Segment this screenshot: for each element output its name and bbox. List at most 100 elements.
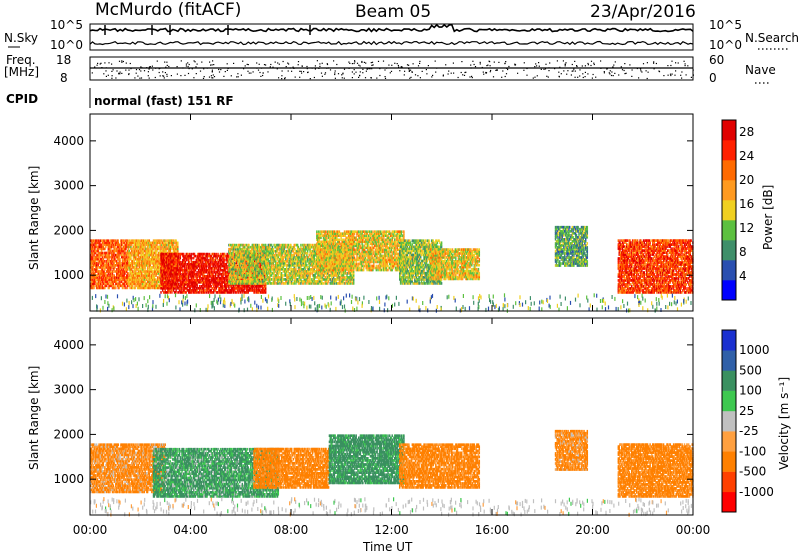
heatmap-cell <box>112 251 115 255</box>
heatmap-cell <box>151 282 153 286</box>
heatmap-cell <box>194 291 197 294</box>
heatmap-cell <box>214 283 216 286</box>
heatmap-cell <box>198 287 201 290</box>
heatmap-cell <box>122 239 125 243</box>
heatmap-cell <box>244 260 247 264</box>
heatmap-cell <box>134 243 136 247</box>
nave-dot <box>675 70 677 72</box>
heatmap-cell <box>128 239 130 243</box>
nave-dot <box>300 70 302 72</box>
heatmap-cell <box>154 255 156 259</box>
heatmap-cell <box>257 276 259 279</box>
nsearch-scale-top: 10^5 <box>709 18 742 32</box>
nave-dot <box>297 64 299 66</box>
heatmap-cell <box>138 278 141 282</box>
nave-dot <box>483 73 485 75</box>
heatmap-cell <box>121 257 124 261</box>
heatmap-cell <box>165 281 167 284</box>
heatmap-cell <box>171 260 173 264</box>
heatmap-cell <box>159 255 161 259</box>
heatmap-cell <box>170 287 172 290</box>
heatmap-cell <box>162 277 165 280</box>
nave-dot <box>582 76 584 79</box>
heatmap-cell <box>127 262 130 265</box>
heatmap-cell <box>214 254 216 258</box>
heatmap-cell <box>172 285 174 288</box>
heatmap-cell <box>143 270 146 273</box>
heatmap-cell <box>158 259 161 263</box>
heatmap-cell <box>168 277 171 280</box>
nave-dot <box>269 66 271 68</box>
heatmap-cell <box>109 278 111 282</box>
heatmap-cell <box>177 245 179 249</box>
heatmap-cell <box>213 252 215 256</box>
heatmap-cell <box>178 258 181 262</box>
heatmap-cell <box>149 249 151 253</box>
heatmap-cell <box>152 259 155 263</box>
heatmap-cell <box>98 241 100 245</box>
heatmap-cell <box>162 277 164 280</box>
heatmap-cell <box>257 282 259 285</box>
nave-dot <box>364 77 367 79</box>
heatmap-cell <box>145 247 147 251</box>
heatmap-cell <box>146 276 149 279</box>
heatmap-cell <box>172 254 175 258</box>
heatmap-cell <box>116 282 118 286</box>
heatmap-cell <box>141 278 144 282</box>
heatmap-cell <box>116 262 119 265</box>
heatmap-cell <box>250 285 253 288</box>
nave-dot <box>610 74 613 77</box>
heatmap-cell <box>248 268 250 271</box>
heatmap-cell <box>264 285 266 288</box>
heatmap-cell <box>253 285 255 288</box>
heatmap-cell <box>219 272 221 276</box>
heatmap-cell <box>220 279 223 282</box>
heatmap-cell <box>203 289 205 292</box>
heatmap-cell <box>132 241 135 245</box>
heatmap-cell <box>177 274 179 277</box>
heatmap-cell <box>110 259 112 263</box>
heatmap-cell <box>233 276 235 279</box>
heatmap-cell <box>208 268 210 272</box>
heatmap-cell <box>120 251 122 255</box>
heatmap-cell <box>212 266 214 270</box>
nave-dot <box>464 71 466 74</box>
heatmap-cell <box>150 241 152 245</box>
heatmap-cell <box>196 285 198 288</box>
heatmap-cell <box>243 249 245 253</box>
heatmap-cell <box>144 274 146 277</box>
heatmap-cell <box>174 257 177 261</box>
heatmap-cell <box>147 284 150 288</box>
heatmap-cell <box>245 287 248 290</box>
heatmap-cell <box>111 280 114 284</box>
heatmap-cell <box>141 268 143 271</box>
heatmap-cell <box>113 280 115 284</box>
heatmap-cell <box>173 252 176 256</box>
heatmap-cell <box>163 270 166 274</box>
heatmap-cell <box>209 275 212 278</box>
heatmap-cell <box>259 262 261 266</box>
heatmap-cell <box>116 253 118 257</box>
heatmap-cell <box>121 268 123 271</box>
heatmap-cell <box>147 257 150 261</box>
heatmap-cell <box>242 285 244 288</box>
heatmap-cell <box>234 257 237 261</box>
nave-dot <box>495 69 497 71</box>
heatmap-cell <box>174 286 177 290</box>
nave-dot <box>548 67 550 69</box>
heatmap-cell <box>110 257 113 261</box>
heatmap-cell <box>148 278 151 282</box>
heatmap-cell <box>237 247 239 251</box>
heatmap-cell <box>226 285 228 288</box>
heatmap-cell <box>131 270 134 273</box>
nave-dot <box>218 71 221 73</box>
heatmap-cell <box>95 243 97 247</box>
heatmap-cell <box>166 258 168 262</box>
heatmap-cell <box>222 270 224 274</box>
heatmap-cell <box>208 270 210 274</box>
heatmap-cell <box>167 254 169 258</box>
heatmap-cell <box>206 268 208 272</box>
heatmap-cell <box>201 285 203 288</box>
heatmap-cell <box>207 272 209 276</box>
heatmap-cell <box>244 278 246 281</box>
